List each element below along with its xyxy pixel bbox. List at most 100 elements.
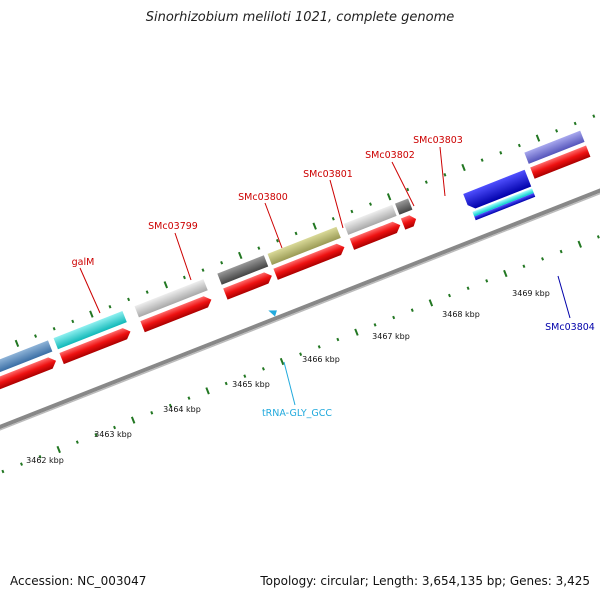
- lower-scale-major-tick: [56, 445, 61, 454]
- upper-scale-major-tick: [386, 193, 392, 201]
- upper-scale-minor-tick: [517, 143, 521, 148]
- lower-scale-minor-tick: [299, 352, 303, 356]
- smc03802-gene-block[interactable]: [343, 204, 397, 235]
- lower-tick-scale: [1, 235, 600, 474]
- galm-cds-arrow[interactable]: [59, 326, 132, 365]
- lower-scale-major-tick: [279, 357, 285, 366]
- gene-label-smc03802[interactable]: SMc03802: [365, 150, 415, 161]
- lower-scale-minor-tick: [1, 469, 5, 474]
- genome-title: Sinorhizobium meliloti 1021, complete ge…: [145, 10, 455, 25]
- smc03803-gene-block[interactable]: [395, 198, 413, 215]
- upper-scale-minor-tick: [108, 304, 112, 309]
- kbp-label: 3466 kbp: [302, 355, 340, 364]
- gene-label-smc03803[interactable]: SMc03803: [413, 135, 463, 146]
- upper-scale-major-tick: [535, 134, 541, 142]
- upper-scale-minor-tick: [331, 217, 335, 221]
- upper-scale-minor-tick: [220, 261, 224, 265]
- upper-scale-minor-tick: [182, 275, 186, 280]
- gene-label-smc03801[interactable]: SMc03801: [303, 169, 353, 180]
- gene-labels: galM SMc03799 SMc03800 SMc03801 SMc03802…: [72, 135, 595, 419]
- smc03799-gene-block[interactable]: [134, 279, 208, 318]
- gene-label-galm[interactable]: galM: [72, 257, 95, 268]
- lower-scale-minor-tick: [373, 323, 377, 327]
- upper-scale-major-tick: [312, 222, 317, 230]
- lower-scale-major-tick: [503, 269, 508, 278]
- smc03803-cds-arrow[interactable]: [400, 213, 418, 230]
- gene-label-smc03804[interactable]: SMc03804: [545, 322, 595, 333]
- cds-arrow[interactable]: [0, 355, 58, 393]
- genome-info-text: Topology: circular; Length: 3,654,135 bp…: [260, 574, 590, 588]
- upper-scale-minor-tick: [34, 334, 38, 338]
- upper-scale-minor-tick: [480, 158, 484, 162]
- upper-scale-minor-tick: [275, 239, 279, 243]
- feature-block-steel[interactable]: [0, 340, 53, 378]
- lower-scale-major-tick: [130, 416, 136, 424]
- lower-scale-minor-tick: [187, 396, 191, 400]
- upper-scale-minor-tick: [424, 180, 428, 184]
- smc03799-leader: [174, 232, 192, 281]
- kbp-label: 3468 kbp: [442, 310, 480, 319]
- lower-scale-minor-tick: [596, 235, 600, 239]
- trna-leader: [283, 361, 296, 406]
- upper-scale-major-tick: [14, 339, 20, 348]
- upper-scale-minor-tick: [294, 231, 298, 236]
- upper-scale-minor-tick: [127, 297, 131, 302]
- lower-scale-minor-tick: [559, 249, 563, 254]
- kbp-label: 3469 kbp: [512, 289, 550, 298]
- smc03800-gene-block[interactable]: [217, 255, 269, 285]
- upper-scale-major-tick: [461, 163, 466, 172]
- smc03801-cds-arrow[interactable]: [273, 242, 346, 280]
- upper-scale-major-tick: [163, 281, 169, 289]
- upper-tick-scale: [14, 114, 596, 348]
- lower-scale-minor-tick: [243, 374, 247, 378]
- lower-scale-minor-tick: [20, 462, 23, 466]
- smc03802-leader: [391, 161, 415, 207]
- kbp-label: 3464 kbp: [163, 405, 201, 414]
- smc03802-cds-arrow[interactable]: [349, 220, 403, 250]
- cds-arrow-edge[interactable]: [530, 145, 591, 179]
- lower-scale-major-tick: [354, 328, 359, 336]
- lower-scale-minor-tick: [336, 337, 340, 342]
- gene-label-smc03800[interactable]: SMc03800: [238, 192, 288, 203]
- kbp-label: 3465 kbp: [232, 380, 270, 389]
- label-leaders: [79, 146, 571, 406]
- lower-scale-minor-tick: [466, 286, 470, 290]
- upper-scale-minor-tick: [592, 114, 596, 118]
- upper-scale-minor-tick: [369, 202, 372, 206]
- gene-label-smc03799[interactable]: SMc03799: [148, 221, 198, 232]
- smc03803-leader: [439, 146, 446, 197]
- accession-text: Accession: NC_003047: [10, 574, 147, 588]
- smc03804-gene-block[interactable]: [463, 169, 532, 211]
- trna-marker[interactable]: [268, 308, 278, 318]
- upper-scale-major-tick: [238, 251, 243, 260]
- lower-scale-minor-tick: [522, 264, 526, 268]
- upper-scale-major-tick: [89, 310, 94, 318]
- lower-scale-minor-tick: [113, 425, 117, 430]
- lower-scale-minor-tick: [392, 315, 396, 320]
- genome-backbone-shadow: [0, 177, 600, 443]
- lower-scale-minor-tick: [410, 308, 414, 312]
- lower-scale-minor-tick: [541, 257, 545, 261]
- galm-leader: [79, 267, 101, 314]
- lower-scale-minor-tick: [168, 403, 172, 408]
- feature-block-purple[interactable]: [524, 130, 585, 164]
- lower-scale-minor-tick: [485, 279, 489, 283]
- smc03799-cds-arrow[interactable]: [140, 294, 213, 333]
- lower-scale-major-tick: [428, 299, 434, 307]
- kbp-scale-labels: 3462 kbp 3463 kbp 3464 kbp 3465 kbp 3466…: [26, 289, 550, 465]
- lower-scale-minor-tick: [38, 455, 42, 459]
- lower-scale-minor-tick: [448, 293, 451, 298]
- smc03804-cds-strip-lower[interactable]: [474, 193, 536, 221]
- smc03800-cds-arrow[interactable]: [223, 270, 274, 300]
- upper-scale-minor-tick: [350, 209, 354, 214]
- smc03800-leader: [264, 202, 283, 249]
- lower-scale-minor-tick: [75, 440, 79, 444]
- genome-track: [0, 114, 600, 474]
- gene-label-trna-gly-gcc[interactable]: tRNA-GLY_GCC: [262, 408, 332, 419]
- lower-scale-major-tick: [577, 240, 582, 248]
- galm-gene-block[interactable]: [53, 310, 127, 350]
- smc03801-gene-block[interactable]: [267, 226, 341, 265]
- smc03804-cds-strip[interactable]: [472, 188, 534, 217]
- upper-scale-minor-tick: [52, 326, 56, 331]
- genome-backbone: [0, 173, 600, 442]
